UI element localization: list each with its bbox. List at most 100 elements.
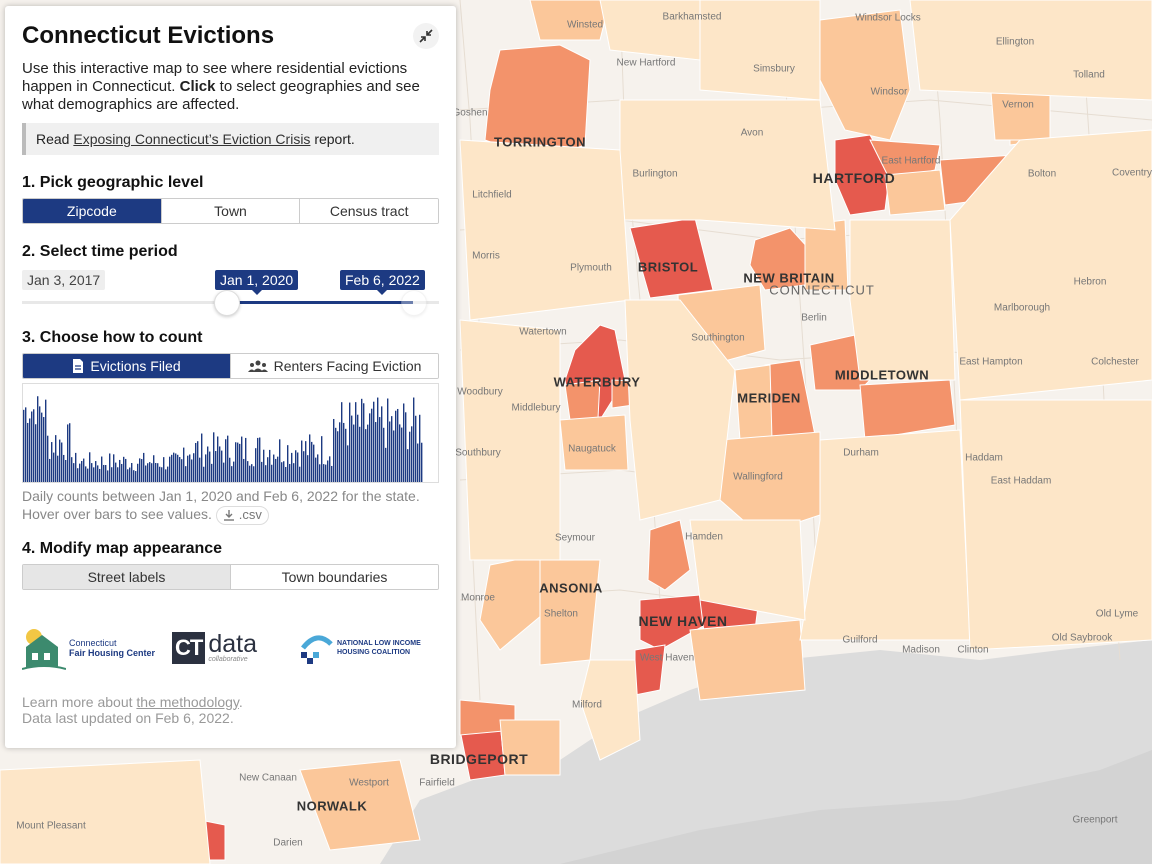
histogram-bar[interactable] [73, 463, 75, 482]
histogram-bar[interactable] [351, 415, 353, 482]
collapse-button[interactable] [413, 23, 439, 49]
histogram-bar[interactable] [375, 422, 377, 482]
evictions-filed-button[interactable]: Evictions Filed [23, 354, 231, 378]
histogram-bar[interactable] [411, 426, 413, 482]
histogram-bar[interactable] [273, 454, 275, 482]
histogram-bar[interactable] [381, 406, 383, 482]
histogram-bar[interactable] [283, 461, 285, 482]
histogram-bar[interactable] [81, 460, 83, 482]
histogram-bar[interactable] [317, 454, 319, 482]
histogram-bar[interactable] [125, 458, 127, 482]
histogram-bar[interactable] [129, 467, 131, 482]
histogram-bar[interactable] [333, 418, 335, 482]
histogram-bar[interactable] [241, 436, 243, 482]
histogram-bar[interactable] [205, 454, 207, 482]
histogram-bar[interactable] [91, 463, 93, 482]
histogram-bar[interactable] [373, 401, 375, 482]
histogram-bar[interactable] [377, 397, 379, 482]
histogram-bar[interactable] [199, 457, 201, 482]
histogram-bar[interactable] [111, 467, 113, 482]
histogram-bar[interactable] [85, 466, 87, 482]
end-handle[interactable] [400, 290, 427, 316]
histogram-bar[interactable] [307, 455, 309, 482]
histogram-bar[interactable] [263, 449, 265, 482]
histogram-bar[interactable] [71, 457, 73, 482]
histogram-bar[interactable] [229, 457, 231, 482]
histogram-bar[interactable] [395, 410, 397, 482]
street-labels-button[interactable]: Street labels [23, 564, 231, 589]
histogram-bar[interactable] [399, 424, 401, 482]
histogram-bar[interactable] [415, 415, 417, 482]
histogram-bar[interactable] [87, 468, 89, 482]
histogram-bar[interactable] [225, 439, 227, 482]
histogram-bar[interactable] [187, 455, 189, 482]
histogram-bar[interactable] [233, 461, 235, 482]
histogram-bar[interactable] [45, 399, 47, 482]
histogram-bar[interactable] [29, 418, 31, 482]
histogram-bar[interactable] [279, 439, 281, 482]
histogram-bar[interactable] [109, 453, 111, 482]
histogram-bar[interactable] [195, 442, 197, 482]
histogram-bar[interactable] [119, 459, 121, 482]
histogram-bar[interactable] [295, 450, 297, 482]
histogram-bar[interactable] [37, 396, 39, 482]
start-handle[interactable] [213, 290, 240, 316]
histogram-bar[interactable] [257, 437, 259, 482]
histogram-bar[interactable] [251, 464, 253, 482]
histogram-bar[interactable] [335, 427, 337, 482]
histogram-bar[interactable] [49, 458, 51, 482]
histogram-bar[interactable] [355, 402, 357, 482]
histogram-bar[interactable] [77, 468, 79, 482]
histogram-bar[interactable] [167, 466, 169, 482]
ctdata-logo[interactable]: CT data collaborative [172, 631, 287, 664]
histogram-bar[interactable] [171, 454, 173, 482]
histogram-bar[interactable] [179, 457, 181, 482]
histogram-bar[interactable] [147, 463, 149, 482]
histogram-bar[interactable] [235, 442, 237, 482]
histogram-bar[interactable] [191, 459, 193, 482]
histogram-bar[interactable] [337, 431, 339, 482]
histogram-bar[interactable] [349, 402, 351, 482]
methodology-link[interactable]: the methodology [136, 693, 239, 710]
histogram-bar[interactable] [127, 469, 129, 482]
histogram-bar[interactable] [61, 442, 63, 482]
histogram-bar[interactable] [131, 462, 133, 482]
histogram-bar[interactable] [107, 470, 109, 482]
histogram-bar[interactable] [405, 412, 407, 482]
histogram-bar[interactable] [41, 412, 43, 482]
histogram-bar[interactable] [217, 436, 219, 482]
histogram-bar[interactable] [363, 403, 365, 482]
histogram-bar[interactable] [177, 454, 179, 482]
histogram-bar[interactable] [39, 406, 41, 482]
histogram-bar[interactable] [353, 424, 355, 482]
histogram-bar[interactable] [341, 402, 343, 482]
histogram-bar[interactable] [323, 464, 325, 482]
histogram-bar[interactable] [99, 468, 101, 482]
histogram-bar[interactable] [327, 460, 329, 482]
nlihc-logo[interactable]: NATIONAL LOW INCOME HOUSING COALITION [299, 628, 421, 668]
histogram-bar[interactable] [345, 428, 347, 482]
histogram-bar[interactable] [417, 443, 419, 482]
histogram-bar[interactable] [253, 466, 255, 482]
histogram-bar[interactable] [209, 451, 211, 482]
histogram-bar[interactable] [133, 470, 135, 482]
histogram-bar[interactable] [339, 422, 341, 482]
histogram-bar[interactable] [103, 464, 105, 482]
histogram-bar[interactable] [35, 424, 37, 482]
histogram-bar[interactable] [149, 462, 151, 482]
histogram-bar[interactable] [151, 463, 153, 482]
level-census-tract-button[interactable]: Census tract [300, 199, 438, 223]
histogram-bar[interactable] [357, 414, 359, 482]
histogram-bar[interactable] [301, 440, 303, 482]
histogram-bar[interactable] [67, 424, 69, 482]
histogram-bar[interactable] [223, 462, 225, 482]
histogram-bar[interactable] [365, 429, 367, 482]
histogram-bar[interactable] [303, 451, 305, 482]
histogram-bar[interactable] [247, 461, 249, 482]
histogram-bar[interactable] [397, 408, 399, 482]
histogram-bar[interactable] [347, 445, 349, 482]
histogram-bar[interactable] [385, 447, 387, 482]
histogram-bar[interactable] [93, 467, 95, 482]
histogram-bar[interactable] [321, 436, 323, 482]
